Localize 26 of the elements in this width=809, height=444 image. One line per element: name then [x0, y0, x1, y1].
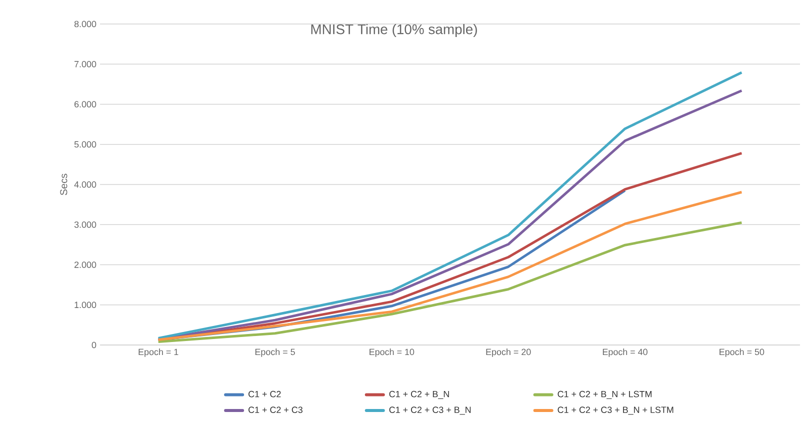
- chart-title: MNIST Time (10% sample): [311, 24, 477, 37]
- legend-label: C1 + C2 + C3 + B_N + LSTM: [558, 406, 674, 415]
- x-tick-label: Epoch = 20: [486, 348, 531, 357]
- x-tick-label: Epoch = 40: [602, 348, 648, 357]
- line-series: [157, 190, 743, 342]
- x-tick-label: Epoch = 10: [370, 348, 414, 357]
- y-tick-label: 4.000: [74, 181, 96, 188]
- x-tick-label: Epoch = 5: [255, 348, 295, 357]
- legend-label: C1 + C2: [248, 390, 281, 398]
- y-tick-label: 1.000: [74, 302, 96, 308]
- y-tick-label: 6.000: [74, 101, 96, 108]
- y-tick-label: 2.000: [74, 262, 96, 268]
- line-series: [157, 152, 743, 342]
- y-tick-label: 5.000: [74, 141, 96, 148]
- y-tick-label: 3.000: [74, 221, 96, 228]
- x-tick-label: Epoch = 50: [720, 348, 764, 357]
- y-tick-label: 7.000: [74, 60, 96, 68]
- legend-label: C1 + C2 + B_N: [389, 390, 449, 399]
- y-tick-label: 8.000: [74, 20, 96, 28]
- y-tick-label: 0: [92, 342, 96, 348]
- legend-label: C1 + C2 + C3 + B_N: [389, 406, 471, 415]
- legend-label: C1 + C2 + B_N + LSTM: [558, 390, 652, 399]
- y-axis-title: Secs: [60, 174, 68, 196]
- x-tick-label: Epoch = 1: [138, 348, 178, 357]
- line-series: [157, 221, 743, 344]
- legend-label: C1 + C2 + C3: [248, 406, 302, 413]
